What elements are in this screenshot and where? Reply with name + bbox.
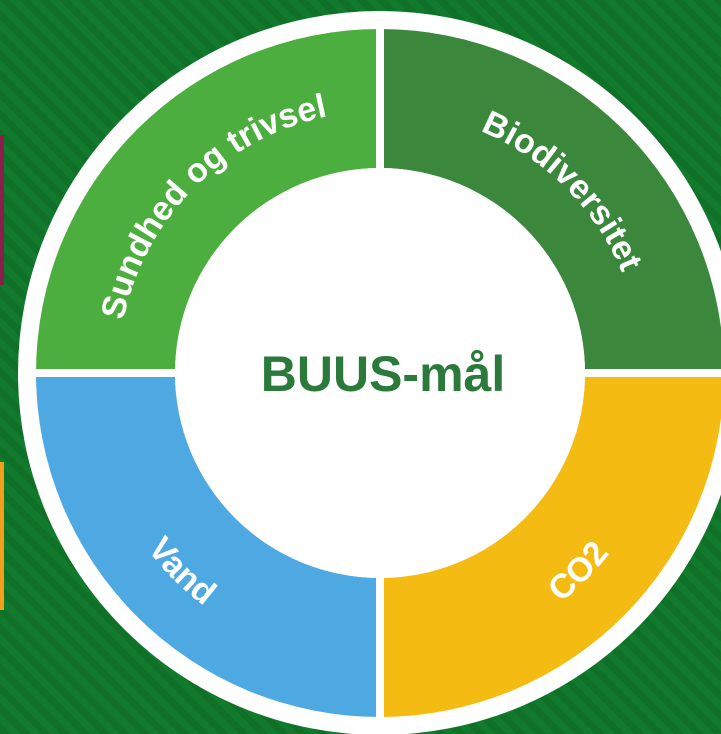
segment <box>380 29 721 373</box>
segment <box>36 373 380 717</box>
side-tab <box>0 462 4 610</box>
segment <box>36 29 380 373</box>
center-circle <box>175 168 585 578</box>
segment <box>380 373 721 717</box>
center-title: BUUS-mål <box>261 346 505 402</box>
side-tab <box>0 135 4 285</box>
